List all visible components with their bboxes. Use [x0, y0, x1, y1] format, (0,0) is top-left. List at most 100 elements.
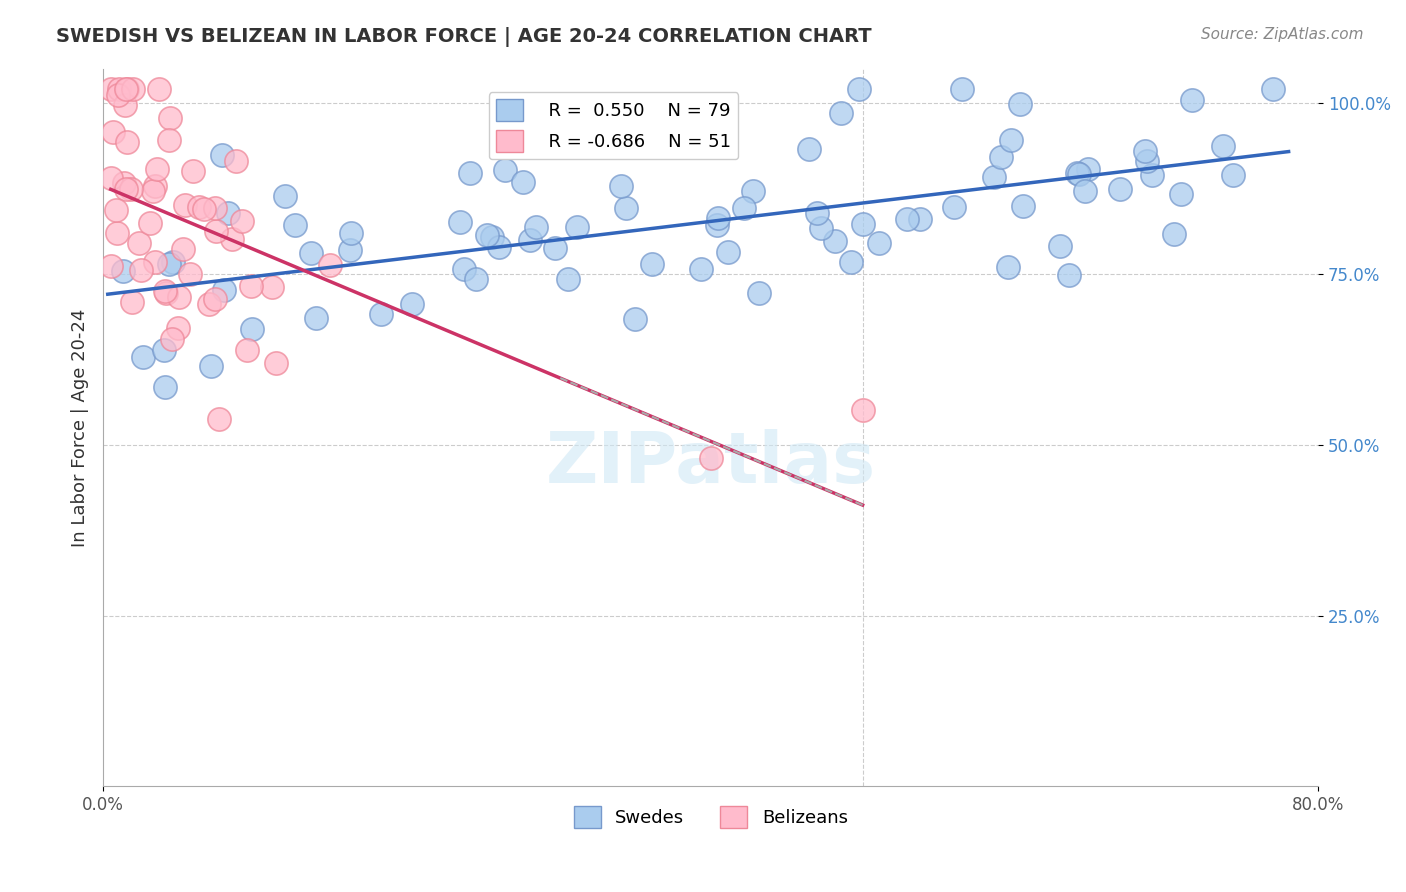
Point	[193, 202, 215, 216]
Text: SWEDISH VS BELIZEAN IN LABOR FORCE | AGE 20-24 CORRELATION CHART: SWEDISH VS BELIZEAN IN LABOR FORCE | AGE…	[56, 27, 872, 46]
Point	[162, 332, 184, 346]
Point	[240, 322, 263, 336]
Point	[997, 260, 1019, 274]
Point	[260, 280, 283, 294]
Point	[299, 246, 322, 260]
Point	[519, 234, 541, 248]
Point	[198, 297, 221, 311]
Point	[810, 221, 832, 235]
Point	[162, 255, 184, 269]
Point	[155, 285, 177, 300]
Point	[146, 161, 169, 176]
Point	[225, 153, 247, 168]
Point	[475, 228, 498, 243]
Point	[544, 241, 567, 255]
Point	[748, 286, 770, 301]
Point	[115, 82, 138, 96]
Point	[852, 403, 875, 417]
Point	[983, 170, 1005, 185]
Point	[188, 200, 211, 214]
Point	[129, 263, 152, 277]
Point	[122, 82, 145, 96]
Point	[153, 343, 176, 357]
Point	[1076, 161, 1098, 176]
Point	[464, 271, 486, 285]
Point	[273, 189, 295, 203]
Point	[797, 143, 820, 157]
Point	[401, 297, 423, 311]
Point	[1010, 97, 1032, 112]
Point	[339, 243, 361, 257]
Point	[139, 216, 162, 230]
Point	[1212, 139, 1234, 153]
Point	[212, 284, 235, 298]
Point	[131, 351, 153, 365]
Point	[236, 343, 259, 358]
Point	[990, 150, 1012, 164]
Point	[852, 217, 875, 231]
Point	[181, 164, 204, 178]
Point	[1066, 166, 1088, 180]
Point	[706, 219, 728, 233]
Point	[733, 201, 755, 215]
Point	[1049, 239, 1071, 253]
Point	[1135, 144, 1157, 158]
Point	[100, 171, 122, 186]
Point	[221, 232, 243, 246]
Point	[172, 242, 194, 256]
Point	[896, 211, 918, 226]
Point	[100, 260, 122, 274]
Point	[148, 82, 170, 96]
Point	[1222, 168, 1244, 182]
Point	[153, 380, 176, 394]
Point	[204, 292, 226, 306]
Point	[112, 177, 135, 191]
Text: ZIPatlas: ZIPatlas	[546, 429, 876, 498]
Point	[1057, 268, 1080, 282]
Point	[481, 230, 503, 244]
Point	[107, 87, 129, 102]
Point	[449, 215, 471, 229]
Point	[211, 148, 233, 162]
Point	[217, 206, 239, 220]
Y-axis label: In Labor Force | Age 20-24: In Labor Force | Age 20-24	[72, 309, 89, 547]
Point	[824, 234, 846, 248]
Point	[1012, 199, 1035, 213]
Point	[1000, 133, 1022, 147]
Point	[717, 245, 740, 260]
Point	[567, 219, 589, 234]
Point	[204, 201, 226, 215]
Point	[839, 255, 862, 269]
Point	[830, 106, 852, 120]
Point	[1163, 227, 1185, 242]
Point	[512, 175, 534, 189]
Point	[128, 235, 150, 250]
Point	[115, 135, 138, 149]
Text: Source: ZipAtlas.com: Source: ZipAtlas.com	[1201, 27, 1364, 42]
Point	[167, 290, 190, 304]
Point	[145, 254, 167, 268]
Point	[108, 82, 131, 96]
Point	[121, 294, 143, 309]
Point	[157, 133, 180, 147]
Point	[1140, 168, 1163, 182]
Point	[319, 258, 342, 272]
Point	[699, 451, 721, 466]
Point	[111, 264, 134, 278]
Point	[908, 211, 931, 226]
Point	[641, 256, 664, 270]
Point	[609, 179, 631, 194]
Point	[624, 312, 647, 326]
Point	[114, 98, 136, 112]
Point	[142, 184, 165, 198]
Point	[105, 202, 128, 217]
Point	[208, 412, 231, 426]
Point	[167, 321, 190, 335]
Point	[848, 82, 870, 96]
Point	[690, 262, 713, 277]
Point	[200, 359, 222, 374]
Point	[943, 200, 966, 214]
Point	[741, 184, 763, 198]
Point	[157, 257, 180, 271]
Point	[1170, 186, 1192, 201]
